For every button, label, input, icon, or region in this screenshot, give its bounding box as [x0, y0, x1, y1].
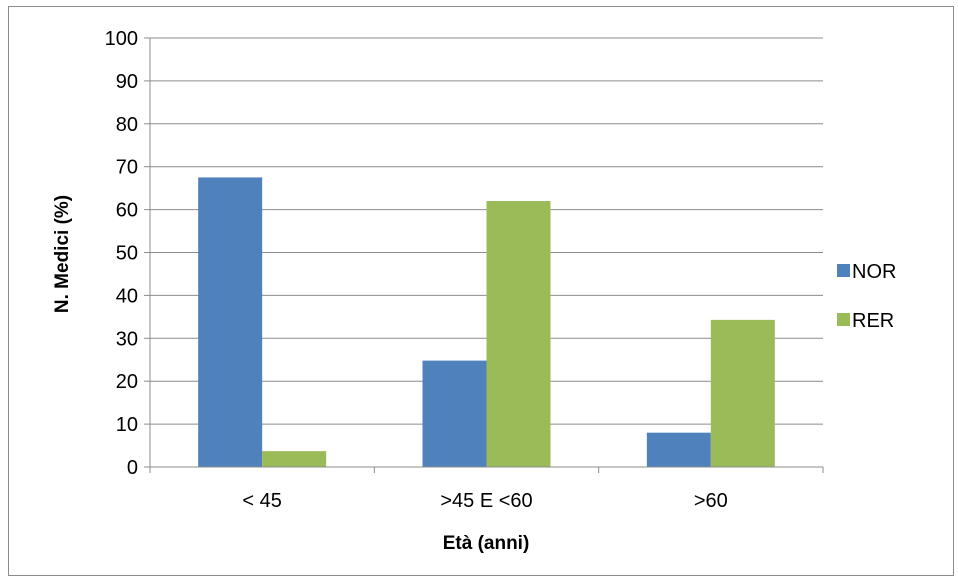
legend-label-rer: RER: [852, 310, 894, 332]
legend-label-nor: NOR: [852, 261, 896, 283]
x-axis-title: Età (anni): [443, 533, 530, 554]
chart-frame: [8, 6, 954, 576]
bar-rer: [710, 319, 775, 467]
y-tick-label: 0: [127, 457, 138, 479]
x-tick-label: >45 E <60: [440, 490, 532, 512]
legend-swatch-nor: [837, 264, 850, 277]
y-tick-label: 40: [116, 285, 138, 307]
bar-rer: [486, 201, 551, 467]
axes: [149, 38, 824, 473]
y-tick-label: 80: [116, 114, 138, 136]
y-axis-title: N. Medici (%): [52, 195, 73, 313]
y-tick-labels: 0 10 20 30 40 50 60 70 80 90 100: [105, 28, 138, 479]
bar-nor: [422, 360, 487, 467]
y-tick-label: 20: [116, 371, 138, 393]
bar-rer: [262, 451, 327, 467]
y-tick-label: 30: [116, 328, 138, 350]
y-tick-label: 50: [116, 243, 138, 265]
x-tick-label: < 45: [242, 490, 281, 512]
legend: NOR RER: [837, 261, 896, 332]
x-tick-labels: < 45 >45 E <60 >60: [242, 490, 727, 512]
y-tick-label: 90: [116, 71, 138, 93]
bars: [198, 177, 775, 468]
x-tick-label: >60: [694, 490, 728, 512]
bar-nor: [646, 432, 711, 467]
y-tick-label: 70: [116, 157, 138, 179]
y-tick-label: 100: [105, 28, 138, 50]
legend-swatch-rer: [837, 313, 850, 326]
y-tick-label: 60: [116, 200, 138, 222]
y-tick-label: 10: [116, 414, 138, 436]
bar-nor: [198, 177, 263, 468]
